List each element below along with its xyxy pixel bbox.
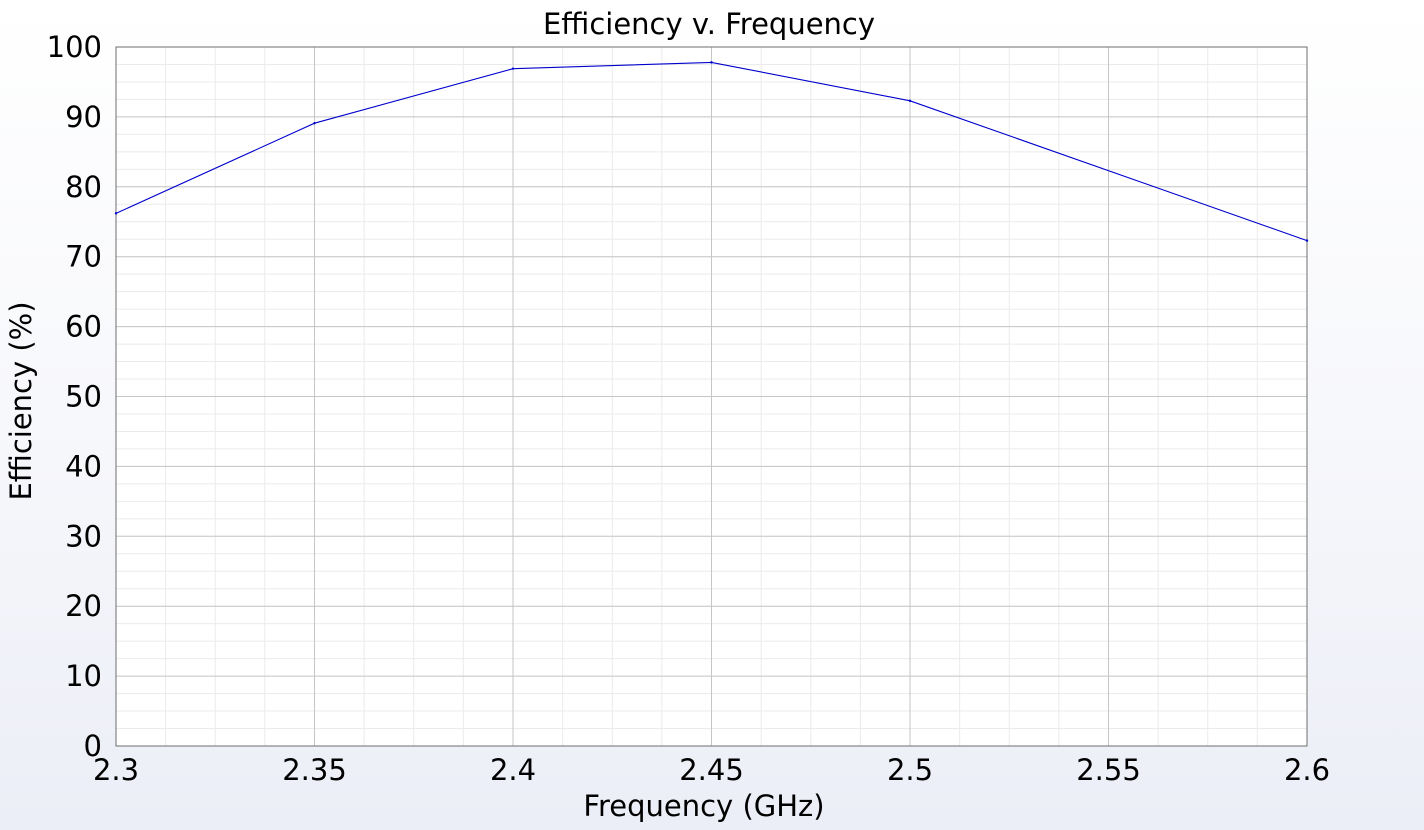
chart-title: Efficiency v. Frequency	[543, 7, 875, 41]
efficiency-data-point	[511, 67, 515, 70]
x-tick-label: 2.6	[1284, 753, 1330, 787]
plot-frame	[115, 46, 1308, 747]
x-tick-label: 2.45	[679, 753, 744, 787]
efficiency-data-point	[1305, 239, 1309, 242]
efficiency-data-point	[908, 99, 912, 103]
x-tick-label: 2.3	[93, 753, 139, 787]
efficiency-series-line	[115, 61, 1308, 242]
y-tick-labels: 0 10 20 30 40 50 60 70 80 90 100	[47, 30, 102, 763]
y-tick-label: 40	[65, 449, 102, 483]
efficiency-data-point	[114, 212, 118, 215]
x-axis-label: Frequency (GHz)	[583, 789, 824, 823]
y-tick-label: 60	[65, 310, 102, 344]
x-tick-label: 2.55	[1076, 753, 1141, 787]
x-tick-label: 2.4	[490, 753, 536, 787]
y-tick-label: 70	[65, 240, 102, 274]
x-tick-label: 2.35	[282, 753, 347, 787]
y-tick-label: 30	[65, 519, 102, 553]
efficiency-data-point	[710, 61, 713, 64]
y-tick-label: 80	[65, 170, 102, 204]
x-tick-label: 2.5	[887, 753, 933, 787]
y-tick-label: 20	[65, 589, 102, 623]
y-axis-label: Efficiency (%)	[4, 301, 38, 500]
efficiency-data-point	[313, 121, 316, 125]
y-tick-label: 10	[65, 659, 102, 693]
major-grid	[116, 47, 1307, 746]
x-tick-labels: 2.3 2.35 2.4 2.45 2.5 2.55 2.6	[93, 753, 1330, 787]
y-tick-label: 0	[84, 729, 102, 763]
y-tick-label: 50	[65, 380, 102, 414]
y-tick-label: 90	[65, 100, 102, 134]
y-tick-label: 100	[47, 30, 102, 64]
series-layer	[114, 61, 1309, 242]
